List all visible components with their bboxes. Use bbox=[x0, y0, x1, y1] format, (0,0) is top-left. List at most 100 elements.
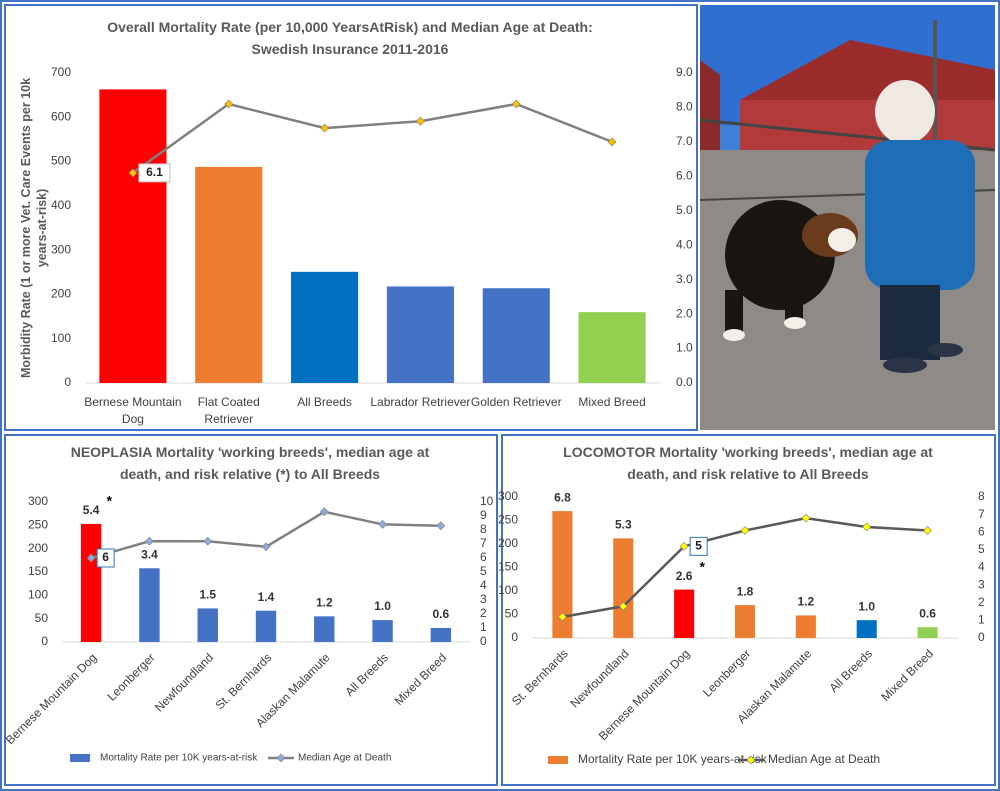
y-tick-label: 250 bbox=[498, 513, 518, 527]
y-tick-label: 200 bbox=[51, 287, 71, 301]
annotation: * bbox=[699, 558, 705, 574]
risk-label: 1.4 bbox=[258, 590, 275, 604]
y2-tick-label: 5.0 bbox=[676, 203, 693, 217]
y2-tick-label: 2 bbox=[978, 595, 985, 609]
bar bbox=[314, 616, 335, 642]
line-marker bbox=[511, 99, 521, 109]
bar bbox=[578, 312, 646, 383]
line-marker bbox=[128, 168, 138, 178]
line-marker bbox=[923, 526, 932, 535]
y2-tick-label: 9 bbox=[480, 508, 487, 522]
y2-tick-label: 5 bbox=[978, 542, 985, 556]
y2-tick-label: 1.0 bbox=[676, 341, 693, 355]
line-marker bbox=[86, 553, 96, 563]
y-tick-label: 200 bbox=[498, 536, 518, 550]
y2-tick-label: 8.0 bbox=[676, 100, 693, 114]
line-marker bbox=[618, 601, 628, 611]
y2-tick-label: 10 bbox=[480, 494, 494, 508]
y-tick-label: 250 bbox=[28, 518, 48, 532]
bar bbox=[613, 538, 634, 638]
annotation: * bbox=[107, 493, 113, 509]
data-label: 5 bbox=[695, 539, 702, 553]
y2-tick-label: 3 bbox=[480, 592, 487, 606]
y2-tick-label: 3.0 bbox=[676, 272, 693, 286]
photo bbox=[699, 5, 996, 430]
bar bbox=[255, 610, 277, 642]
risk-label: 0.6 bbox=[433, 607, 450, 621]
y-tick-label: 50 bbox=[505, 607, 519, 621]
line-marker bbox=[320, 123, 330, 133]
bar bbox=[99, 89, 167, 383]
y-tick-label: 150 bbox=[498, 560, 518, 574]
y2-tick-label: 0.0 bbox=[676, 375, 693, 389]
chart-title: Overall Mortality Rate (per 10,000 Years… bbox=[107, 19, 593, 57]
y2-tick-label: 5 bbox=[480, 564, 487, 578]
y-tick-label: 300 bbox=[51, 242, 71, 256]
y2-tick-label: 6 bbox=[480, 550, 487, 564]
bar bbox=[291, 271, 359, 383]
y2-tick-label: 4 bbox=[978, 560, 985, 574]
y-tick-label: 150 bbox=[28, 564, 48, 578]
bar bbox=[430, 628, 452, 642]
line-marker bbox=[415, 116, 425, 126]
x-tick-label: All Breeds bbox=[297, 395, 352, 409]
data-label-box bbox=[96, 548, 115, 568]
bar bbox=[372, 620, 393, 642]
x-tick-label: Golden Retriever bbox=[471, 395, 562, 409]
x-tick-label: Bernese Mountain Dog bbox=[84, 395, 181, 426]
data-label-box bbox=[689, 536, 708, 556]
bar bbox=[917, 627, 938, 638]
legend-swatch bbox=[746, 755, 756, 765]
line-marker bbox=[203, 536, 213, 546]
y2-tick-label: 2.0 bbox=[676, 306, 693, 320]
y2-tick-label: 4 bbox=[480, 578, 487, 592]
line-marker bbox=[801, 513, 811, 523]
line-marker bbox=[145, 536, 154, 546]
y-tick-label: 700 bbox=[51, 65, 71, 79]
risk-label: 1.5 bbox=[199, 588, 216, 602]
bar bbox=[552, 511, 573, 638]
panel-frame bbox=[4, 434, 498, 786]
line-marker bbox=[261, 542, 271, 552]
line-marker bbox=[740, 526, 750, 535]
x-tick-label: Mixed Breed bbox=[578, 395, 645, 409]
y-tick-label: 600 bbox=[51, 109, 71, 123]
line-marker bbox=[319, 507, 329, 517]
risk-label: 5.3 bbox=[615, 518, 632, 532]
y-tick-label: 200 bbox=[28, 541, 48, 555]
data-label: 6 bbox=[102, 550, 109, 564]
legend-swatch bbox=[548, 756, 568, 764]
line-marker bbox=[436, 521, 446, 531]
data-label-box bbox=[138, 163, 171, 183]
y2-tick-label: 7 bbox=[978, 507, 985, 521]
risk-label: 0.6 bbox=[919, 606, 936, 620]
y2-tick-label: 0 bbox=[978, 630, 985, 644]
bar bbox=[856, 620, 877, 638]
line-marker bbox=[607, 137, 617, 147]
bar bbox=[80, 523, 102, 642]
y-tick-label: 50 bbox=[35, 611, 49, 625]
bar bbox=[197, 608, 218, 642]
y-tick-label: 0 bbox=[64, 375, 71, 389]
legend-label: Median Age at Death bbox=[298, 753, 391, 764]
bar bbox=[674, 589, 695, 638]
line-marker bbox=[862, 522, 872, 532]
y2-tick-label: 3 bbox=[978, 577, 985, 591]
risk-label: 3.4 bbox=[141, 547, 158, 561]
y-tick-label: 500 bbox=[51, 154, 71, 168]
y2-tick-label: 7.0 bbox=[676, 134, 693, 148]
risk-label: 2.6 bbox=[676, 569, 693, 583]
y-tick-label: 100 bbox=[28, 588, 48, 602]
chart-title: NEOPLASIA Mortality 'working breeds', me… bbox=[71, 444, 430, 482]
data-label: 6.1 bbox=[146, 165, 163, 179]
bar bbox=[195, 166, 263, 383]
risk-label: 1.2 bbox=[798, 595, 815, 609]
y-tick-label: 300 bbox=[498, 489, 518, 503]
y2-tick-label: 4.0 bbox=[676, 237, 693, 251]
legend-swatch bbox=[276, 753, 286, 763]
y-tick-label: 400 bbox=[51, 198, 71, 212]
y2-tick-label: 2 bbox=[480, 606, 487, 620]
y2-tick-label: 6.0 bbox=[676, 169, 693, 183]
x-tick-label: Labrador Retriever bbox=[370, 395, 470, 409]
